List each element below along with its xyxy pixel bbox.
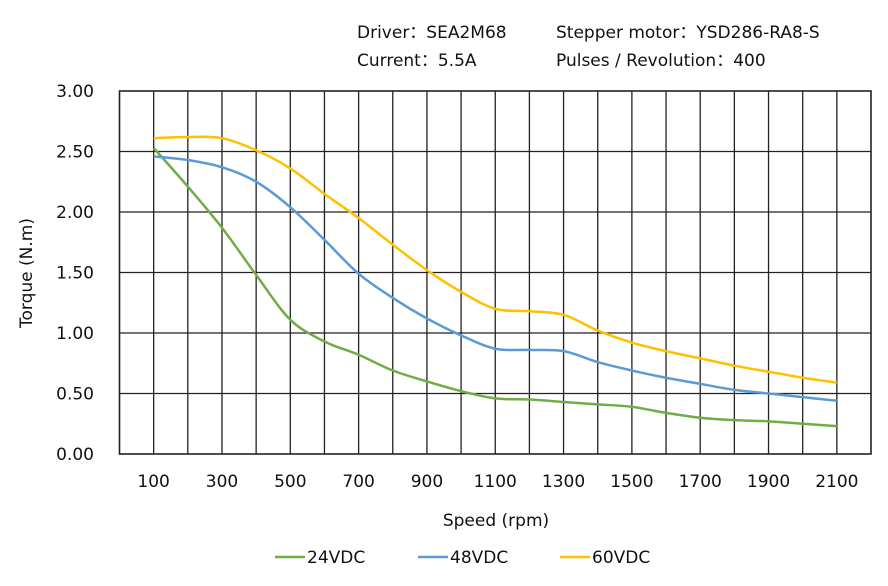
x-tick-label: 1900 (747, 472, 790, 492)
grid (118, 90, 872, 455)
x-tick-label: 700 (342, 472, 374, 492)
x-tick-label: 100 (137, 472, 169, 492)
x-axis-label: Speed (rpm) (443, 511, 549, 531)
series-line-60vdc (153, 135, 838, 384)
y-tick-label: 2.50 (56, 143, 94, 163)
x-tick-label: 300 (206, 472, 238, 492)
y-tick-label: 3.00 (56, 82, 94, 102)
tick-labels: 100 300 500 700 900 1100 1300 1500 1700 1900 2100 0… (56, 82, 858, 492)
legend-label-60vdc: 60VDC (592, 548, 650, 568)
x-tick-label: 1100 (474, 472, 517, 492)
driver-label: Driver：SEA2M68 (357, 23, 507, 43)
legend-label-24vdc: 24VDC (307, 548, 365, 568)
legend: 24VDC 48VDC 60VDC (275, 548, 650, 568)
x-tick-label: 2100 (815, 472, 858, 492)
x-tick-label: 900 (411, 472, 443, 492)
plot-border (118, 90, 872, 455)
x-tick-label: 1700 (679, 472, 722, 492)
current-label: Current：5.5A (357, 51, 477, 71)
series-line-48vdc (153, 155, 837, 403)
y-tick-label: 1.00 (56, 324, 94, 344)
x-tick-label: 1300 (542, 472, 585, 492)
x-tick-label: 500 (274, 472, 306, 492)
y-tick-label: 0.50 (56, 385, 94, 405)
series-line-24vdc (152, 147, 837, 428)
y-tick-label: 0.00 (56, 445, 94, 465)
y-tick-label: 2.00 (56, 203, 94, 223)
pulses-label: Pulses / Revolution：400 (556, 51, 766, 71)
legend-label-48vdc: 48VDC (450, 548, 508, 568)
y-tick-label: 1.50 (56, 264, 94, 284)
motor-label: Stepper motor：YSD286-RA8-S (556, 23, 820, 43)
x-tick-label: 1500 (610, 472, 653, 492)
series-lines (152, 135, 838, 428)
y-axis-label: Torque (N.m) (17, 218, 37, 329)
